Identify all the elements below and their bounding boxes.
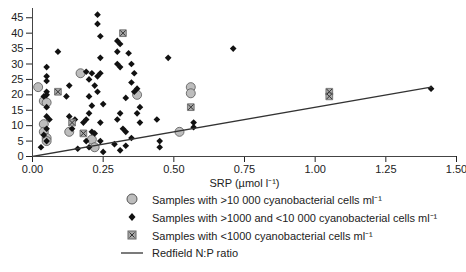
svg-text:1.25: 1.25 [375,163,396,175]
svg-text:1.50: 1.50 [446,163,466,175]
html-text:Samples with >10 000 cyanobact: Samples with >10 000 cyanobacterial cell… [152,193,382,206]
svg-text:SRP (µmol l⁻¹): SRP (µmol l⁻¹) [209,177,279,189]
html-text:Samples with <1000 cyanobacter: Samples with <1000 cyanobacterial cells … [152,229,373,242]
svg-text:0.00: 0.00 [22,163,43,175]
svg-text:10: 10 [11,119,23,131]
svg-text:0.25: 0.25 [92,163,113,175]
svg-text:5: 5 [17,135,23,147]
html-text:Redfield N:P ratio: Redfield N:P ratio [152,247,238,259]
svg-text:35: 35 [11,42,23,54]
svg-text:0.50: 0.50 [163,163,184,175]
svg-text:30: 30 [11,58,23,70]
svg-text:1.00: 1.00 [304,163,325,175]
svg-text:15: 15 [11,104,23,116]
svg-text:40: 40 [11,27,23,39]
svg-text:0.75: 0.75 [234,163,255,175]
svg-text:20: 20 [11,88,23,100]
svg-text:25: 25 [11,73,23,85]
svg-text:45: 45 [11,11,23,23]
html-text:Samples with >1000 and <10 000: Samples with >1000 and <10 000 cyanobact… [152,211,438,224]
svg-text:0: 0 [17,150,23,162]
